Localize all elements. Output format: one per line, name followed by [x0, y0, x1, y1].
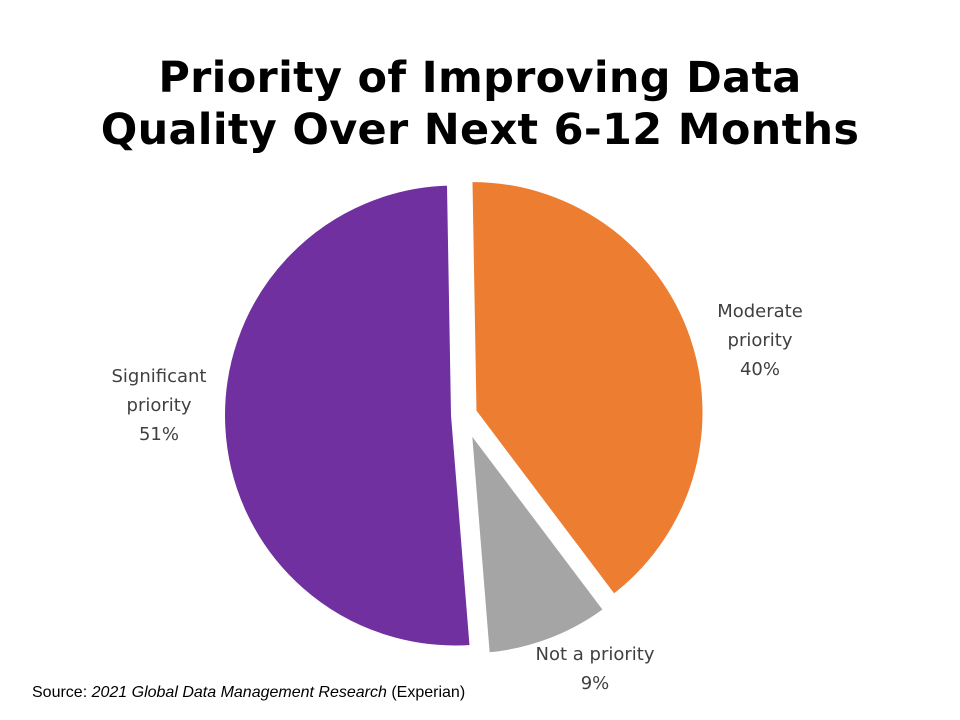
- label-moderate-priority-line-1: Moderate: [717, 301, 803, 322]
- label-significant-priority-value: 51%: [138, 424, 179, 445]
- label-moderate-priority: Moderate priority 40%: [698, 297, 822, 384]
- pie-slice-moderate-priority: [464, 174, 711, 605]
- chart-title-line-1: Priority of Improving Data: [158, 53, 802, 103]
- source-title: 2021 Global Data Management Research: [91, 684, 387, 701]
- label-moderate-priority-line-2: priority: [727, 330, 793, 351]
- label-not-a-priority-value: 9%: [580, 673, 610, 694]
- label-moderate-priority-value: 40%: [739, 359, 780, 380]
- label-not-a-priority: Not a priority 9%: [520, 640, 670, 698]
- pie-slice-significant-priority: [217, 177, 479, 654]
- pie-slice-not-a-priority: [462, 410, 614, 661]
- label-significant-priority: Significant priority 51%: [99, 362, 219, 449]
- label-not-a-priority-line-1: Not a priority: [535, 644, 655, 665]
- source-suffix: (Experian): [386, 684, 466, 701]
- source-prefix: Source:: [32, 684, 92, 701]
- label-significant-priority-line-2: priority: [126, 395, 192, 416]
- source-note: Source: 2021 Global Data Management Rese…: [32, 684, 465, 702]
- chart-title-line-2: Quality Over Next 6-12 Months: [100, 105, 860, 155]
- label-significant-priority-line-1: Significant: [111, 366, 207, 387]
- chart-title: Priority of Improving Data Quality Over …: [0, 52, 960, 156]
